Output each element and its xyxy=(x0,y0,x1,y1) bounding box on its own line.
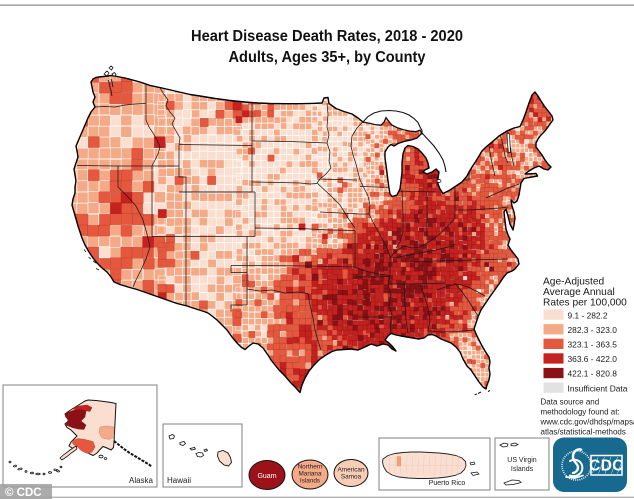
svg-text:323.1 - 363.5: 323.1 - 363.5 xyxy=(568,340,618,350)
svg-text:Northern: Northern xyxy=(298,464,323,471)
svg-text:methodology found at:: methodology found at: xyxy=(541,408,620,417)
svg-text:363.6 - 422.0: 363.6 - 422.0 xyxy=(568,354,618,364)
svg-text:www.cdc.gov/dhdsp/maps/: www.cdc.gov/dhdsp/maps/ xyxy=(540,418,634,427)
svg-text:Hawaii: Hawaii xyxy=(167,476,191,485)
svg-text:CDC: CDC xyxy=(589,458,624,475)
svg-text:Puerto Rico: Puerto Rico xyxy=(429,480,466,487)
svg-text:Heart Disease Death Rates, 201: Heart Disease Death Rates, 2018 - 2020 xyxy=(191,28,463,45)
svg-text:Data source and: Data source and xyxy=(541,398,600,407)
svg-text:Age-Adjusted: Age-Adjusted xyxy=(543,277,604,288)
svg-text:Alaska: Alaska xyxy=(129,476,154,485)
svg-text:422.1 - 820.8: 422.1 - 820.8 xyxy=(568,369,618,379)
svg-text:9.1 - 282.2: 9.1 - 282.2 xyxy=(568,310,608,320)
svg-text:Insufficient Data: Insufficient Data xyxy=(568,383,628,393)
svg-text:Average Annual: Average Annual xyxy=(543,287,615,298)
svg-text:Islands: Islands xyxy=(300,478,320,485)
svg-text:Mariana: Mariana xyxy=(298,471,322,478)
svg-text:Rates per 100,000: Rates per 100,000 xyxy=(543,298,627,309)
svg-text:Adults, Ages 35+, by County: Adults, Ages 35+, by County xyxy=(229,49,426,66)
svg-text:Islands: Islands xyxy=(511,466,534,473)
svg-text:Guam: Guam xyxy=(257,473,276,480)
svg-text:atlas/statistical-methods: atlas/statistical-methods xyxy=(541,428,626,437)
svg-text:© CDC: © CDC xyxy=(5,487,42,499)
svg-text:American: American xyxy=(338,467,365,474)
svg-text:282.3 - 323.0: 282.3 - 323.0 xyxy=(568,325,618,335)
svg-text:Samoa: Samoa xyxy=(341,474,362,481)
svg-text:US Virgin: US Virgin xyxy=(507,457,537,464)
